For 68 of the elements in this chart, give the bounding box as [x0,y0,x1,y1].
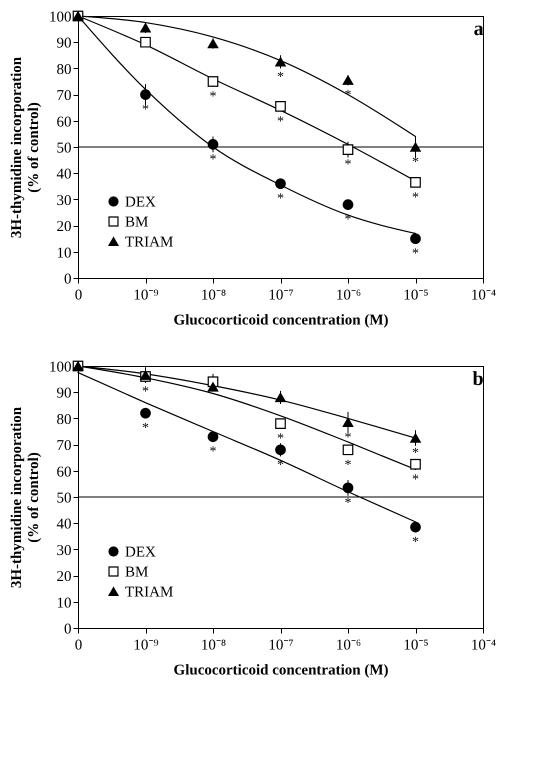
legend-label: BM [125,214,148,230]
y-tick-label: 80 [56,62,72,78]
y-tick-label: 90 [56,36,72,52]
chart-title: b [472,368,484,390]
x-tick-label: 10⁻⁶ [336,638,362,654]
x-tick-label: 10⁻⁶ [336,288,362,304]
x-axis-title: Glucocorticoid concentration (M) [174,312,388,328]
x-tick-label: 10⁻⁴ [470,638,496,654]
annotation: * [142,384,149,400]
annotation: * [412,190,419,206]
annotation: * [210,444,216,460]
x-tick-label: 10⁻⁹ [133,638,159,654]
annotation: * [412,155,419,170]
y-tick-label: 70 [56,88,72,104]
annotation: * [344,496,352,511]
annotation: * [277,432,284,447]
y-tick-label: 10 [56,245,72,262]
y-tick-label: 50 [56,140,72,156]
annotation: * [277,70,284,85]
y-tick-label: 0 [64,272,72,288]
y-tick-label: 0 [64,622,72,638]
y-tick-label: 30 [56,192,72,209]
annotation: * [277,114,284,130]
annotation: * [344,458,352,473]
annotation: * [277,192,284,207]
y-tick-label: 20 [56,219,72,236]
annotation: * [412,535,419,550]
y-tick-label: 30 [56,542,72,559]
y-tick-label: 70 [56,438,72,454]
legend-label: TRIAM [125,234,174,250]
x-tick-label: 0 [74,638,82,654]
annotation: * [142,102,149,118]
x-tick-label: 0 [74,288,82,304]
x-tick-label: 10⁻⁷ [268,638,294,654]
y-tick-label: 40 [56,166,72,183]
y-tick-label: 60 [56,464,72,480]
y-tick-label: 80 [56,412,72,428]
legend-label: BM [125,564,148,580]
x-tick-label: 10⁻⁸ [200,638,226,654]
y-tick-label: 100 [49,360,72,376]
x-tick-label: 10⁻⁷ [268,288,294,304]
x-tick-label: 10⁻⁹ [133,288,159,304]
x-tick-label: 10⁻⁵ [403,638,429,654]
annotation: * [412,446,419,462]
annotation: * [412,246,419,262]
annotation: * [142,421,149,436]
y-tick-label: 10 [56,595,72,612]
y-axis-title: 3H-thymidine incorporation (% of control) [9,406,42,588]
legend-label: DEX [125,544,156,560]
y-tick-label: 100 [49,10,72,26]
x-axis-title: Glucocorticoid concentration (M) [174,662,388,678]
annotation: * [344,158,352,173]
y-tick-label: 90 [56,386,72,402]
x-tick-label: 10⁻⁴ [470,288,496,304]
annotation: * [210,152,216,168]
y-tick-label: 20 [56,569,72,586]
annotation: * [210,90,216,104]
legend-label: TRIAM [125,584,174,600]
annotation: * [344,430,352,446]
annotation: * [412,472,419,488]
legend-label: DEX [125,194,156,210]
y-axis-title: 3H-thymidine incorporation (% of control) [9,56,42,238]
y-tick-label: 60 [56,114,72,130]
x-tick-label: 10⁻⁵ [403,288,429,304]
x-tick-label: 10⁻⁸ [200,288,226,304]
y-tick-label: 50 [56,490,72,506]
chart-title: a [474,18,484,40]
y-tick-label: 40 [56,516,72,533]
